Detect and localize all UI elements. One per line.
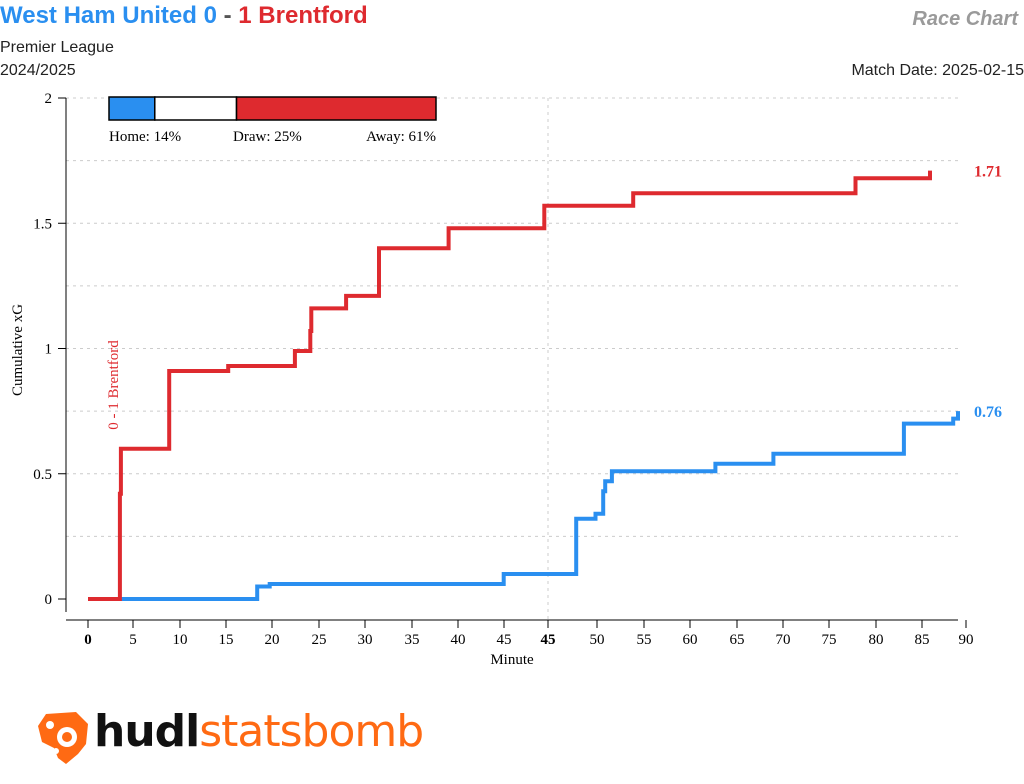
x-tick-label: 80 <box>869 632 884 648</box>
x-tick-label: 70 <box>776 632 791 648</box>
match-date-label: Match Date: 2025-02-15 <box>851 62 1024 79</box>
series-line-brentford <box>88 170 932 601</box>
probability-segment <box>154 96 238 121</box>
x-tick-label: 10 <box>173 632 188 648</box>
y-tick-label: 1.5 <box>33 216 52 232</box>
brand-hudl-text: hudl <box>94 706 200 757</box>
chart-type-label: Race Chart <box>912 8 1018 30</box>
x-tick-label: 60 <box>683 632 698 648</box>
competition-label: Premier League <box>0 39 114 56</box>
x-tick-label: 45 <box>541 632 556 648</box>
x-tick-label: 65 <box>730 632 745 648</box>
brand-statsbomb-text: statsbomb <box>199 706 424 757</box>
y-tick-label: 1 <box>45 342 53 358</box>
x-tick-label: 5 <box>129 632 137 648</box>
x-axis-label: Minute <box>490 652 534 668</box>
season-label: 2024/2025 <box>0 62 76 79</box>
x-tick-label: 85 <box>915 632 930 648</box>
probability-label: Away: 61% <box>366 129 436 145</box>
y-axis-label: Cumulative xG <box>10 304 26 396</box>
final-xg-label: 1.71 <box>974 164 1002 181</box>
x-tick-label: 0 <box>84 632 92 648</box>
y-tick-label: 2 <box>45 91 53 107</box>
x-tick-label: 75 <box>822 632 837 648</box>
x-tick-label: 20 <box>265 632 280 648</box>
probability-label: Home: 14% <box>109 129 181 145</box>
home-team-score: West Ham United 0 <box>0 2 217 29</box>
probability-segment <box>108 96 156 121</box>
x-tick-label: 40 <box>451 632 466 648</box>
x-tick-label: 50 <box>590 632 605 648</box>
away-team-score: 1 Brentford <box>238 2 368 29</box>
race-chart: 0 0.5 1 1.5 2 Cumulative xG 0 5 10 15 20 25 30 35 40 45… <box>10 91 1002 668</box>
brand-wordmark: hudlstatsbomb <box>94 706 424 757</box>
statsbomb-logo-icon <box>38 712 88 764</box>
x-tick-label: 35 <box>405 632 420 648</box>
final-xg-label: 0.76 <box>974 404 1002 421</box>
x-tick-label: 30 <box>358 632 373 648</box>
x-tick-label: 45 <box>497 632 512 648</box>
score-separator: - <box>223 2 232 29</box>
y-tick-label: 0 <box>45 592 53 608</box>
probability-segment <box>235 96 437 121</box>
x-tick-label: 25 <box>312 632 327 648</box>
match-title: West Ham United 0 - 1 Brentford <box>0 2 368 30</box>
y-tick-label: 0.5 <box>33 467 52 483</box>
probability-label: Draw: 25% <box>233 129 302 145</box>
series-line-west-ham-united <box>88 411 960 601</box>
x-tick-label: 15 <box>219 632 234 648</box>
x-tick-label: 55 <box>637 632 652 648</box>
x-tick-label: 90 <box>959 632 974 648</box>
goal-annotation: 0 - 1 Brentford <box>106 340 122 430</box>
statsbomb-logo: hudlstatsbomb <box>36 706 424 768</box>
